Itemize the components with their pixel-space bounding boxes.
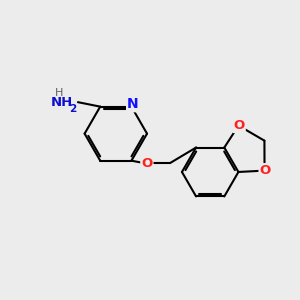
Text: O: O (260, 164, 271, 177)
Text: O: O (233, 119, 245, 132)
Text: 2: 2 (69, 104, 76, 114)
Text: NH: NH (50, 96, 73, 109)
Text: H: H (55, 88, 64, 98)
Text: O: O (141, 157, 152, 169)
Text: N: N (127, 97, 139, 111)
